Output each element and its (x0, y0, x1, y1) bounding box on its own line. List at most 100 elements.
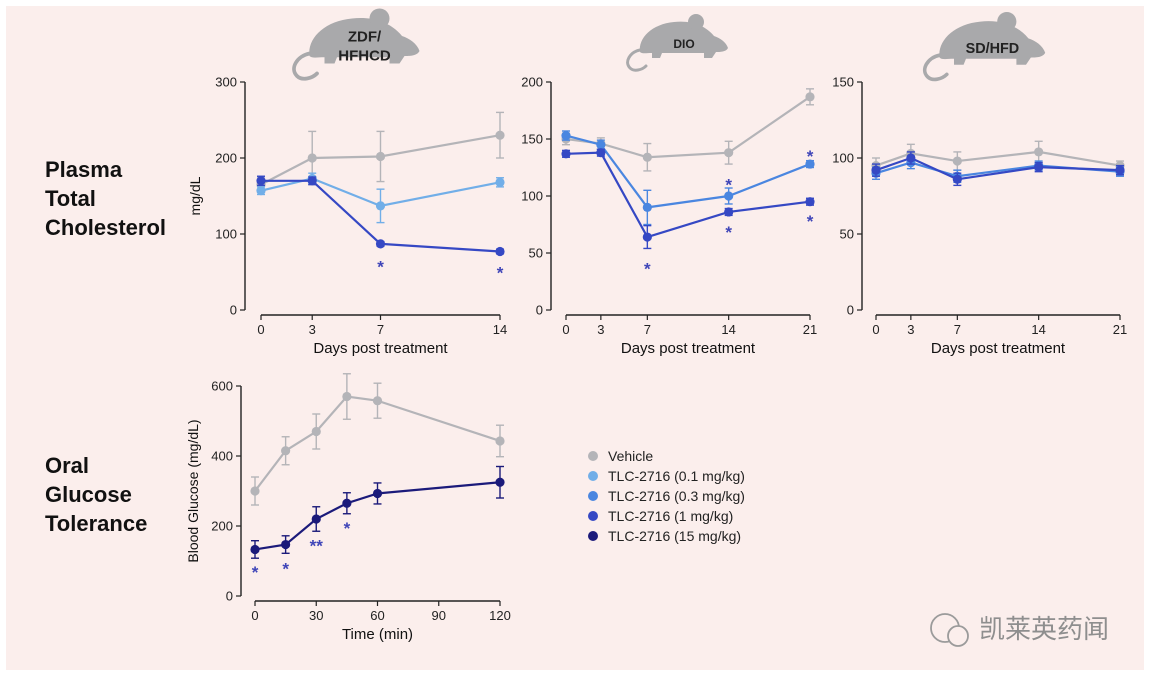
y-tick-label: 100 (832, 151, 854, 166)
y-axis-label: Blood Glucose (mg/dL) (185, 419, 201, 562)
wechat-icon (947, 625, 969, 647)
mouse-body (939, 21, 1046, 65)
row-label-line: Cholesterol (45, 215, 167, 240)
row-label-line: Oral (45, 453, 90, 478)
data-point (1034, 162, 1044, 172)
y-axis-label: mg/dL (187, 176, 203, 215)
row-label-line: Plasma (45, 157, 123, 182)
y-tick-label: 600 (211, 379, 233, 394)
y-tick-label: 50 (840, 227, 854, 242)
mouse-icon: DIO (626, 14, 728, 72)
data-point (642, 202, 652, 212)
mouse-icon: SD/HFD (922, 11, 1046, 82)
data-point (372, 396, 383, 406)
data-point (250, 486, 260, 496)
data-point (375, 239, 386, 249)
series-line (260, 177, 501, 208)
significance-star: * (725, 175, 732, 194)
data-point (805, 197, 815, 207)
chart-zdf: 0 100 200 300 0 3 7 14 Days post treatment mg/dL *… (187, 75, 507, 358)
x-tick-label: 90 (432, 608, 446, 623)
data-point (1034, 147, 1044, 157)
data-point (307, 176, 317, 186)
data-point (596, 140, 606, 150)
x-tick-label: 3 (907, 322, 914, 337)
y-tick-label: 0 (230, 303, 237, 318)
data-point (311, 514, 321, 524)
series-d1 (256, 175, 505, 257)
x-tick-label: 14 (493, 322, 507, 337)
legend: Vehicle TLC-2716 (0.1 mg/kg) TLC-2716 (0.3… (588, 448, 745, 544)
mouse-body (639, 21, 728, 58)
y-tick-label: 0 (847, 303, 854, 318)
row-label-line: Glucose (45, 482, 132, 507)
mouse-icon: ZDF/HFHCD (292, 8, 420, 81)
series-line (565, 151, 811, 239)
y-tick-label: 50 (529, 246, 543, 261)
data-point (871, 165, 881, 175)
chart-sd: 0 50 100 150 0 3 7 14 21 Days post treatment (832, 75, 1127, 358)
row-label-cholesterol: Plasma Total Cholesterol (45, 155, 166, 242)
series-line (254, 481, 501, 551)
series-d03 (561, 130, 815, 226)
legend-marker (588, 451, 598, 461)
x-tick-label: 21 (1113, 322, 1127, 337)
data-point (250, 544, 260, 555)
data-point (307, 153, 317, 163)
data-point (342, 391, 352, 402)
x-axis-label: Days post treatment (931, 340, 1066, 357)
significance-star: * (725, 223, 732, 242)
x-tick-label: 3 (597, 322, 604, 337)
watermark-text: 凯莱英药闻 (979, 614, 1109, 644)
data-point (561, 130, 571, 141)
mouse-tail (922, 53, 949, 82)
data-point (805, 92, 815, 102)
mouse-label: ZDF/ (348, 29, 382, 46)
figure-background (6, 6, 1144, 670)
data-point (495, 436, 505, 446)
significance-star: * (252, 563, 259, 582)
data-point (256, 176, 266, 186)
series-d1 (561, 148, 815, 250)
data-point (906, 153, 916, 163)
series-line (260, 134, 501, 186)
series-line (254, 395, 501, 492)
x-tick-label: 21 (803, 322, 817, 337)
chart-ogtt: 0 200 400 600 0 30 60 90 120 Time (min) Blood Gluc… (185, 373, 511, 643)
y-tick-label: 400 (211, 449, 233, 464)
data-point (561, 149, 571, 159)
series-line (261, 179, 501, 253)
legend-label: Vehicle (608, 448, 653, 464)
y-tick-label: 200 (215, 151, 237, 166)
x-tick-label: 14 (721, 322, 735, 337)
x-tick-label: 0 (251, 608, 258, 623)
x-tick-label: 7 (954, 322, 961, 337)
data-point (724, 148, 734, 158)
data-point (495, 246, 505, 257)
y-tick-label: 0 (226, 589, 233, 604)
legend-marker (588, 511, 598, 521)
series-vehicle (561, 88, 815, 172)
significance-star: * (344, 519, 351, 538)
y-tick-label: 150 (832, 75, 854, 90)
legend-label: TLC-2716 (15 mg/kg) (608, 528, 741, 544)
data-point (952, 156, 962, 166)
legend-label: TLC-2716 (0.3 mg/kg) (608, 488, 745, 504)
mouse-body (309, 18, 420, 64)
data-point (311, 426, 321, 437)
data-point (281, 446, 291, 456)
legend-label: TLC-2716 (0.1 mg/kg) (608, 468, 745, 484)
chart-dio: 0 50 100 150 200 0 3 7 14 21 Days post treatment * *… (521, 75, 817, 358)
mouse-label: DIO (673, 37, 694, 51)
mouse-tail (626, 48, 648, 72)
data-point (375, 151, 386, 162)
mouse-label: HFHCD (338, 47, 391, 64)
mouse-ear (688, 14, 704, 30)
data-point (342, 498, 352, 508)
series-d1 (871, 151, 1125, 187)
significance-star: * (497, 263, 504, 282)
y-tick-label: 200 (521, 75, 543, 90)
y-tick-label: 100 (215, 227, 237, 242)
series-d15 (250, 465, 505, 559)
